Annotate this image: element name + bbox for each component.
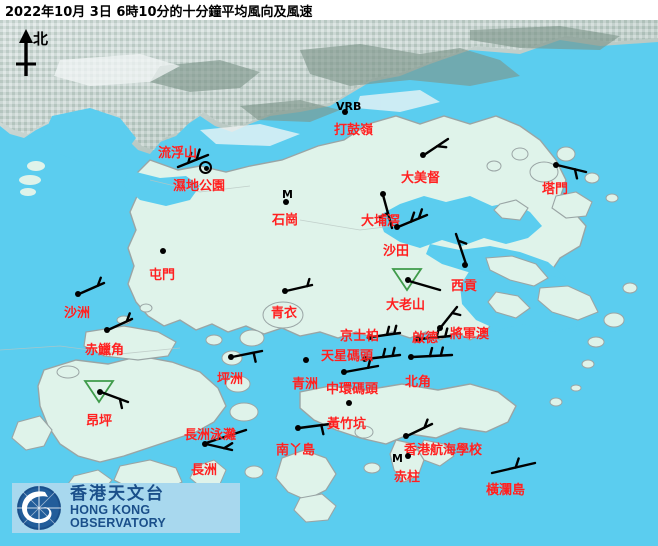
northeast-islands xyxy=(486,146,619,203)
far-east-islands xyxy=(581,282,638,369)
deep-bay xyxy=(124,170,200,206)
hko-logo-text: 香港天文台 HONG KONG OBSERVATORY xyxy=(70,483,240,530)
sai-kung-waters xyxy=(460,270,596,332)
hko-swirl-icon xyxy=(17,486,61,530)
hko-name-en: HONG KONG OBSERVATORY xyxy=(70,502,166,530)
victoria-harbour xyxy=(292,360,498,388)
lantau-west-tip xyxy=(11,415,53,451)
mainland-texture xyxy=(0,20,658,150)
hko-logo: 香港天文台 HONG KONG OBSERVATORY xyxy=(12,483,240,533)
southeast-islands xyxy=(354,384,582,474)
north-arrow-icon xyxy=(16,29,36,76)
dhek-shan xyxy=(417,439,455,467)
hong-kong-island xyxy=(299,383,517,445)
page-title: 2022年10月 3日 6時10分的十分鐘平均風向及風速 xyxy=(5,5,313,20)
mainland-hills xyxy=(150,26,620,122)
lamma-island xyxy=(275,449,337,501)
north-label: 北 xyxy=(33,30,49,48)
map-geography xyxy=(0,20,658,546)
lamma-south xyxy=(293,493,337,523)
map-canvas[interactable] xyxy=(0,20,658,546)
title-bar: 2022年10月 3日 6時10分的十分鐘平均風向及風速 xyxy=(0,0,658,20)
shenzhen-bay xyxy=(44,108,136,166)
chek-lap-kok xyxy=(83,325,177,361)
mainland-urban xyxy=(54,54,440,146)
sai-kung-peninsula xyxy=(485,191,599,321)
hko-name-zh: 香港天文台 xyxy=(70,483,165,504)
map-hairlines xyxy=(0,179,411,355)
stanley-peninsula xyxy=(389,439,425,483)
